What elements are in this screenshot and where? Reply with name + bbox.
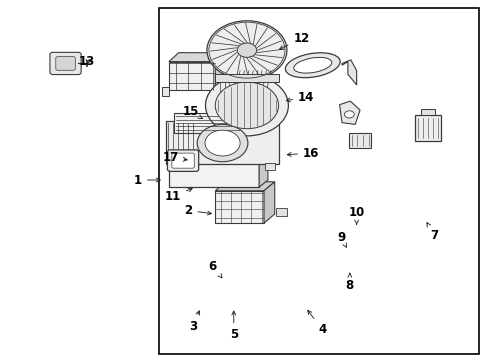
Text: 9: 9 <box>336 231 346 247</box>
Text: 1: 1 <box>134 174 160 186</box>
FancyBboxPatch shape <box>167 150 198 171</box>
Bar <box>232 71 268 94</box>
FancyBboxPatch shape <box>50 52 81 75</box>
FancyBboxPatch shape <box>171 153 194 168</box>
Polygon shape <box>168 150 267 158</box>
Bar <box>414 116 440 140</box>
Text: 10: 10 <box>348 206 364 224</box>
Circle shape <box>344 111 353 118</box>
Circle shape <box>197 125 247 162</box>
Text: 3: 3 <box>189 311 199 333</box>
Text: 12: 12 <box>279 32 309 49</box>
Text: 15: 15 <box>183 105 202 118</box>
Bar <box>166 121 278 164</box>
Circle shape <box>204 130 240 156</box>
Polygon shape <box>259 150 267 187</box>
Bar <box>420 109 434 116</box>
FancyBboxPatch shape <box>56 57 75 70</box>
Polygon shape <box>217 71 256 78</box>
Polygon shape <box>339 101 359 125</box>
Bar <box>173 113 242 134</box>
Text: 4: 4 <box>307 310 326 336</box>
Bar <box>217 78 249 101</box>
Bar <box>159 8 478 354</box>
Bar <box>264 163 274 170</box>
Polygon shape <box>215 53 224 90</box>
Text: 2: 2 <box>184 204 211 217</box>
Text: 8: 8 <box>345 273 353 292</box>
Bar <box>215 74 278 82</box>
Polygon shape <box>232 63 277 71</box>
Circle shape <box>215 82 278 129</box>
Text: 6: 6 <box>208 260 222 278</box>
Text: 14: 14 <box>285 91 314 104</box>
Text: 16: 16 <box>286 147 319 159</box>
Text: 5: 5 <box>229 311 237 341</box>
Polygon shape <box>161 87 168 96</box>
Circle shape <box>205 75 288 136</box>
Bar <box>170 163 180 170</box>
Ellipse shape <box>293 57 331 73</box>
Text: 11: 11 <box>164 188 192 203</box>
Text: 17: 17 <box>162 151 187 164</box>
Circle shape <box>237 43 256 57</box>
Ellipse shape <box>285 53 340 78</box>
Bar <box>348 134 370 148</box>
Bar <box>168 62 215 90</box>
Bar <box>168 158 259 187</box>
Circle shape <box>206 21 286 80</box>
Bar <box>215 191 264 223</box>
Text: 13: 13 <box>79 55 95 68</box>
Polygon shape <box>264 182 274 223</box>
Bar <box>276 208 286 216</box>
Polygon shape <box>249 71 256 101</box>
Polygon shape <box>215 182 274 191</box>
Polygon shape <box>168 53 224 62</box>
Text: 7: 7 <box>426 223 438 242</box>
Polygon shape <box>341 60 356 85</box>
